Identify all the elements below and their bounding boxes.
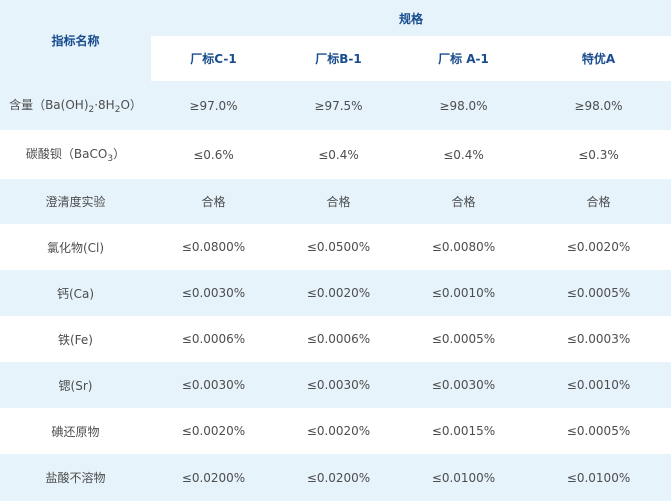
label-subscript: 2 xyxy=(114,105,121,115)
table-row: 澄清度实验 合格 合格 合格 合格 xyxy=(0,179,671,224)
label-subscript: 2 xyxy=(88,105,95,115)
spec-value: ≥98.0% xyxy=(526,81,671,130)
spec-value: ≤0.0010% xyxy=(526,362,671,408)
table-row: 铁(Fe) ≤0.0006% ≤0.0006% ≤0.0005% ≤0.0003% xyxy=(0,316,671,362)
spec-value: ≤0.0015% xyxy=(401,408,526,454)
label-text: ） xyxy=(113,147,126,161)
indicator-label: 碘还原物 xyxy=(0,408,151,454)
indicator-label: 澄清度实验 xyxy=(0,179,151,224)
spec-value: 合格 xyxy=(526,179,671,224)
label-text: 澄清度实验 xyxy=(45,195,106,209)
label-text: O） xyxy=(120,98,142,112)
label-text: 铁(Fe) xyxy=(58,332,93,347)
table-row: 盐酸不溶物 ≤0.0200% ≤0.0200% ≤0.0100% ≤0.0100% xyxy=(0,454,671,501)
spec-value: ≤0.0005% xyxy=(526,408,671,454)
indicator-label: 盐酸不溶物 xyxy=(0,454,151,501)
grade-header: 厂标B-1 xyxy=(276,36,401,81)
label-subscript: 3 xyxy=(107,154,114,164)
table-row: 氯化物(Cl) ≤0.0800% ≤0.0500% ≤0.0080% ≤0.0020% xyxy=(0,224,671,270)
spec-value: ≤0.4% xyxy=(276,130,401,179)
spec-value: ≤0.0200% xyxy=(276,454,401,501)
spec-value: ≤0.0006% xyxy=(151,316,276,362)
spec-value: ≤0.0800% xyxy=(151,224,276,270)
spec-value: 合格 xyxy=(401,179,526,224)
spec-value: ≤0.0030% xyxy=(151,362,276,408)
label-text: 碳酸钡（BaCO xyxy=(25,147,108,161)
spec-value: ≤0.6% xyxy=(151,130,276,179)
table-row: 碳酸钡（BaCO3） ≤0.6% ≤0.4% ≤0.4% ≤0.3% xyxy=(0,130,671,179)
spec-value: ≤0.0020% xyxy=(276,270,401,316)
spec-value: ≤0.0100% xyxy=(401,454,526,501)
spec-value: ≤0.0005% xyxy=(526,270,671,316)
indicator-label: 锶(Sr) xyxy=(0,362,151,408)
label-text: 钙(Ca) xyxy=(56,286,95,301)
spec-value: ≤0.0020% xyxy=(526,224,671,270)
spec-value: ≤0.0003% xyxy=(526,316,671,362)
label-text: 氯化物(Cl) xyxy=(46,240,105,255)
spec-value: 合格 xyxy=(276,179,401,224)
spec-value: ≥98.0% xyxy=(401,81,526,130)
spec-value: ≤0.0006% xyxy=(276,316,401,362)
spec-value: ≤0.0020% xyxy=(151,408,276,454)
indicator-label: 钙(Ca) xyxy=(0,270,151,316)
grade-header: 厂标C-1 xyxy=(151,36,276,81)
table-row: 钙(Ca) ≤0.0030% ≤0.0020% ≤0.0010% ≤0.0005% xyxy=(0,270,671,316)
spec-value: ≤0.0100% xyxy=(526,454,671,501)
indicator-label: 氯化物(Cl) xyxy=(0,224,151,270)
spec-value: ≤0.0030% xyxy=(151,270,276,316)
table-body: 含量（Ba(OH)2·8H2O） ≥97.0% ≥97.5% ≥98.0% ≥98.0%… xyxy=(0,81,671,501)
spec-value: ≥97.5% xyxy=(276,81,401,130)
table-row: 碘还原物 ≤0.0020% ≤0.0020% ≤0.0015% ≤0.0005% xyxy=(0,408,671,454)
grade-header: 特优A xyxy=(526,36,671,81)
spec-value: ≤0.3% xyxy=(526,130,671,179)
label-text: ·8H xyxy=(94,98,115,112)
label-text: 含量（Ba(OH) xyxy=(9,98,89,112)
indicator-label: 碳酸钡（BaCO3） xyxy=(0,130,151,179)
spec-value: ≤0.0080% xyxy=(401,224,526,270)
indicator-label: 铁(Fe) xyxy=(0,316,151,362)
spec-value: ≤0.0030% xyxy=(401,362,526,408)
table-row: 含量（Ba(OH)2·8H2O） ≥97.0% ≥97.5% ≥98.0% ≥98.0% xyxy=(0,81,671,130)
spec-value: ≤0.0020% xyxy=(276,408,401,454)
spec-value: ≤0.0010% xyxy=(401,270,526,316)
spec-value: 合格 xyxy=(151,179,276,224)
spec-value: ≤0.0200% xyxy=(151,454,276,501)
table-row: 锶(Sr) ≤0.0030% ≤0.0030% ≤0.0030% ≤0.0010% xyxy=(0,362,671,408)
indicator-name-header: 指标名称 xyxy=(0,0,151,81)
label-text: 盐酸不溶物 xyxy=(45,471,106,485)
grade-header: 厂标 A-1 xyxy=(401,36,526,81)
spec-value: ≥97.0% xyxy=(151,81,276,130)
spec-value: ≤0.0030% xyxy=(276,362,401,408)
spec-header: 规格 xyxy=(151,0,671,36)
spec-value: ≤0.0500% xyxy=(276,224,401,270)
spec-value: ≤0.0005% xyxy=(401,316,526,362)
label-text: 锶(Sr) xyxy=(58,378,93,393)
spec-value: ≤0.4% xyxy=(401,130,526,179)
label-text: 碘还原物 xyxy=(51,424,100,439)
indicator-label: 含量（Ba(OH)2·8H2O） xyxy=(0,81,151,130)
